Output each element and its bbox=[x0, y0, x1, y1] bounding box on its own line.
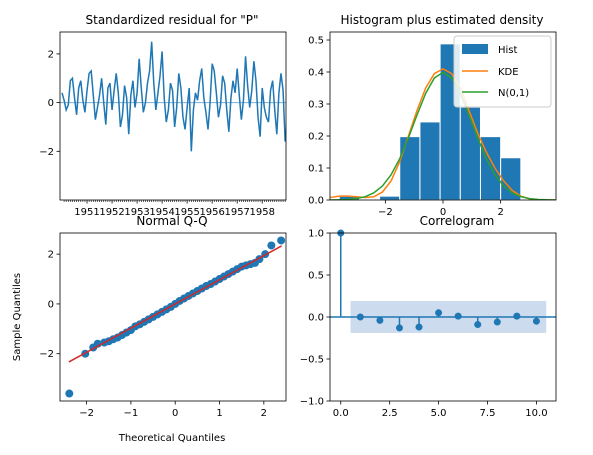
acf-marker bbox=[415, 323, 423, 331]
qq-ytick-label: −2 bbox=[39, 349, 54, 360]
qq-point bbox=[277, 236, 286, 245]
histogram-legend: Hist KDE N(0,1) bbox=[453, 35, 552, 108]
kde-line bbox=[330, 67, 556, 200]
acf-marker bbox=[435, 309, 443, 317]
histogram-xtick-label: 2 bbox=[497, 207, 503, 218]
histogram-panel: −2 0 2 0.0 0.1 0.2 0.3 0.4 0.5 bbox=[308, 31, 557, 218]
qq-point bbox=[65, 389, 74, 398]
histogram-ytick-label: 0.5 bbox=[308, 36, 324, 47]
correlogram-ytick-label: 0.0 bbox=[308, 313, 324, 324]
qq-point bbox=[267, 241, 276, 250]
correlogram-ytick-label: 1.0 bbox=[308, 229, 324, 240]
residual-ytick-label: −2 bbox=[39, 147, 54, 158]
correlogram-ytick-label: −1.0 bbox=[300, 397, 324, 408]
qq-xtick-label: 2 bbox=[261, 408, 267, 419]
acf-marker bbox=[395, 324, 403, 332]
legend-label-normal: N(0,1) bbox=[498, 88, 529, 99]
residual-xtick-label: 1954 bbox=[149, 207, 174, 218]
histogram-bar bbox=[419, 121, 441, 201]
residual-xtick-label: 1956 bbox=[199, 207, 224, 218]
histogram-bar bbox=[379, 195, 401, 201]
qq-ytick-label: 0 bbox=[48, 299, 54, 310]
histogram-xtick-label: 0 bbox=[440, 207, 446, 218]
residual-xtick-label: 1951 bbox=[74, 207, 99, 218]
residual-xtick-label: 1955 bbox=[174, 207, 199, 218]
acf-marker bbox=[376, 316, 384, 324]
histogram-ytick-label: 0.4 bbox=[308, 68, 324, 79]
qq-title: Normal Q-Q bbox=[136, 214, 207, 228]
correlogram-ytick-label: −0.5 bbox=[300, 355, 324, 366]
residual-xtick-label: 1952 bbox=[99, 207, 124, 218]
correlogram-xtick-label: 2.5 bbox=[382, 408, 398, 419]
residual-ytick-label: 2 bbox=[48, 49, 54, 60]
qq-xtick-label: −1 bbox=[124, 408, 139, 419]
acf-marker bbox=[513, 312, 521, 320]
correlogram-xtick-label: 7.5 bbox=[480, 408, 496, 419]
histogram-xtick-label: −2 bbox=[378, 207, 393, 218]
correlogram-xtick-label: 10.0 bbox=[525, 408, 547, 419]
acf-marker bbox=[493, 318, 501, 326]
residual-xtick-label: 1958 bbox=[249, 207, 274, 218]
legend-label-kde: KDE bbox=[498, 67, 519, 78]
correlogram-ytick-label: 0.5 bbox=[308, 271, 324, 282]
qq-ytick-label: 2 bbox=[48, 250, 54, 261]
residual-xtick-label: 1957 bbox=[224, 207, 249, 218]
correlogram-xtick-label: 0.0 bbox=[333, 408, 349, 419]
residual-panel: 1951 1952 1953 1954 1955 1956 1957 1958 −2 0 2 bbox=[39, 31, 287, 218]
correlogram-xtick-label: 5.0 bbox=[431, 408, 447, 419]
residual-ytick-label: 0 bbox=[48, 98, 54, 109]
histogram-ytick-label: 0.0 bbox=[308, 196, 324, 207]
legend-swatch-hist bbox=[462, 44, 488, 54]
histogram-ytick-label: 0.3 bbox=[308, 100, 324, 111]
normal-density-line bbox=[330, 71, 556, 200]
axes-frame bbox=[59, 31, 287, 201]
acf-marker bbox=[532, 317, 540, 325]
qq-panel: −2 −1 0 1 2 −2 0 2 bbox=[39, 232, 287, 419]
histogram-ytick-label: 0.1 bbox=[308, 164, 324, 175]
residual-series-line bbox=[61, 41, 286, 152]
histogram-bar bbox=[459, 106, 481, 201]
axes-frame bbox=[59, 232, 287, 402]
qq-xlabel: Theoretical Quantiles bbox=[118, 433, 226, 444]
correlogram-title: Correlogram bbox=[420, 214, 495, 228]
residual-xtick-label: 1953 bbox=[124, 207, 149, 218]
legend-label-hist: Hist bbox=[498, 45, 518, 56]
qq-xtick-label: 0 bbox=[172, 408, 178, 419]
histogram-title: Histogram plus estimated density bbox=[341, 13, 544, 27]
panel-titles: Standardized residual for "P" Histogram … bbox=[86, 13, 544, 228]
acf-marker bbox=[474, 321, 482, 329]
qq-reference-line bbox=[68, 245, 282, 363]
qq-ylabel: Sample Quantiles bbox=[12, 273, 23, 361]
acf-marker bbox=[356, 313, 364, 321]
correlogram-panel: 0.0 2.5 5.0 7.5 10.0 −1.0 −0.5 0.0 0.5 1.0 bbox=[300, 229, 557, 419]
qq-xtick-label: −2 bbox=[79, 408, 94, 419]
acf-marker bbox=[454, 312, 462, 320]
histogram-bar bbox=[399, 136, 421, 201]
residual-title: Standardized residual for "P" bbox=[86, 13, 259, 27]
qq-xtick-label: 1 bbox=[216, 408, 222, 419]
histogram-ytick-label: 0.2 bbox=[308, 132, 324, 143]
